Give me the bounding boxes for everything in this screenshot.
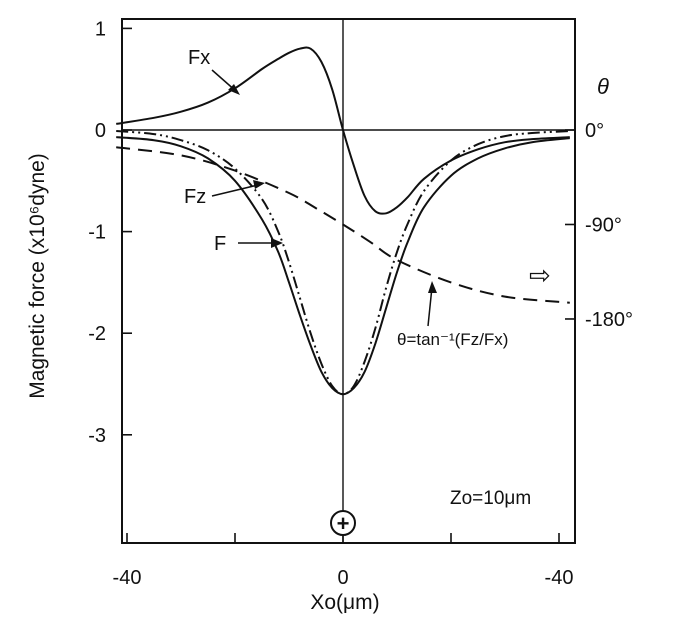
right-axis-arrow: ⇨ (529, 260, 551, 290)
tick-marks (122, 19, 575, 543)
fx-pointer-arrowhead (228, 84, 240, 95)
series-line-tanfzfx (116, 146, 570, 304)
fz-pointer (211, 183, 263, 197)
y-axis-title: Magnetic force (x10⁶dyne) (26, 153, 49, 399)
y-tick-label: -3 (88, 425, 106, 447)
origin-marker-plus: + (337, 511, 350, 536)
x-axis-title: Xo(μm) (310, 591, 379, 614)
x-tick-label: -40 (113, 567, 142, 589)
plot-frame (121, 18, 576, 544)
fz-label: Fz (184, 186, 206, 208)
tick-labels: 1 0 -1 -2 -3 -40 0 -40 0° -90° -180° (88, 18, 633, 589)
y-tick-label: -1 (88, 222, 106, 244)
theta-pointer (427, 286, 433, 327)
fx-label: Fx (188, 47, 210, 69)
theta-tick-label: 0° (585, 120, 604, 142)
y-tick-label: 1 (95, 18, 106, 40)
theta-pointer-arrowhead (428, 281, 437, 293)
x-tick-label: -40 (545, 567, 574, 589)
theta-formula-label: θ=tan⁻¹(Fz/Fx) (397, 330, 508, 349)
theta-tick-label: -90° (585, 214, 622, 236)
fz-pointer-arrowhead (253, 180, 265, 189)
right-axis-title: θ (597, 74, 609, 99)
origin-marker (330, 510, 356, 536)
zo-annotation: Zo=10μm (450, 488, 531, 509)
f-pointer-arrowhead (271, 238, 283, 248)
series-line-f (116, 136, 570, 396)
x-tick-label: 0 (337, 567, 348, 589)
y-tick-label: -2 (88, 323, 106, 345)
series-line-fz (116, 130, 570, 396)
y-tick-label: 0 (95, 120, 106, 142)
f-label: F (214, 233, 226, 255)
theta-tick-label: -180° (585, 309, 633, 331)
